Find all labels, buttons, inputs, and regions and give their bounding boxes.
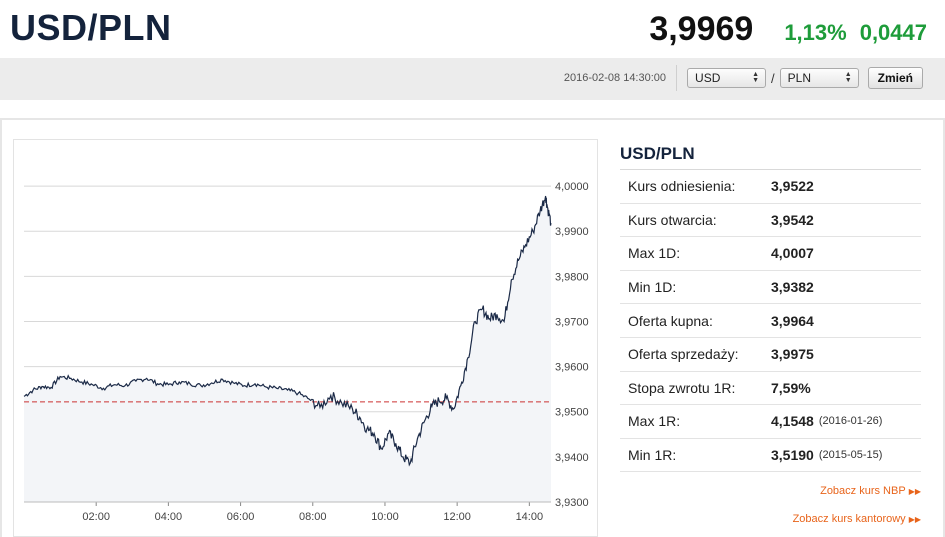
stats-row: Max 1D: 4,0007 [620,237,921,271]
stats-label: Max 1R: [628,413,681,430]
stats-row: Kurs otwarcia: 3,9542 [620,204,921,238]
select-arrows-icon: ▲ ▼ [844,71,852,84]
y-tick-label: 4,0000 [555,181,589,193]
chart-svg: 4,0000 3,9900 3,9800 3,9700 3,9600 3,9500 3,94… [23,150,589,523]
base-currency-select[interactable]: USD ▲ ▼ [687,68,767,88]
stats-value: 3,5190 [771,447,814,464]
change-pair-button[interactable]: Zmień [867,67,923,89]
stats-label: Oferta sprzedaży: [628,346,739,363]
stats-row: Oferta sprzedaży: 3,9975 [620,338,921,372]
price-area [24,196,551,502]
stats-date: (2015-05-15) [818,449,883,462]
stats-label: Stopa zwrotu 1R: [628,379,736,396]
stats-value: 4,0007 [771,245,814,262]
nbp-rate-link[interactable]: Zobacz kurs NBP ▶▶ [820,485,921,497]
stats-value: 3,9964 [771,312,814,329]
stats-row: Max 1R: 4,1548 (2016-01-26) [620,405,921,439]
double-arrow-icon: ▶▶ [908,487,921,496]
stats-row: Stopa zwrotu 1R: 7,59% [620,372,921,406]
quote-header: USD/PLN 3,9969 1,13% 0,0447 [0,0,945,58]
y-tick-label: 3,9700 [555,316,589,328]
double-arrow-icon: ▶▶ [908,515,921,524]
stats-row: Oferta kupna: 3,9964 [620,304,921,338]
stats-label: Min 1R: [628,447,677,464]
stats-panel: USD/PLN Kurs odniesienia: 3,9522 Kurs otwa… [620,140,921,473]
base-currency-value: USD [695,71,721,85]
y-tick-label: 3,9300 [555,497,589,509]
stats-value: 3,9542 [771,211,814,228]
change-percent: 1,13% [784,20,847,45]
quote-currency-value: PLN [787,71,811,85]
exchange-office-rate-link-label: Zobacz kurs kantorowy [792,513,906,525]
stats-value: 7,59% [771,379,811,396]
stats-label: Oferta kupna: [628,312,713,329]
intraday-chart: 4,0000 3,9900 3,9800 3,9700 3,9600 3,9500 3,94… [13,139,598,537]
nbp-rate-link-label: Zobacz kurs NBP [820,485,906,497]
stats-label: Max 1D: [628,245,681,262]
pair-controls: 2016-02-08 14:30:00 USD ▲ ▼ / PLN ▲ ▼ Zmie… [563,65,923,91]
select-arrows-icon: ▲ ▼ [752,71,760,84]
y-tick-label: 3,9900 [555,226,589,238]
y-tick-label: 3,9600 [555,362,589,374]
x-tick-label: 14:00 [516,511,544,523]
change-absolute: 0,0447 [859,20,927,45]
stats-table: Kurs odniesienia: 3,9522 Kurs otwarcia: 3,9… [620,170,921,473]
x-tick-label: 02:00 [82,511,110,523]
stats-label: Min 1D: [628,279,677,296]
stats-value: 4,1548 [771,413,814,430]
x-tick-label: 06:00 [227,511,255,523]
x-tick-label: 08:00 [299,511,327,523]
stats-date: (2016-01-26) [818,415,883,428]
stats-row: Kurs odniesienia: 3,9522 [620,170,921,204]
pair-title: USD/PLN [10,7,172,48]
stats-label: Kurs odniesienia: [628,178,736,195]
y-tick-label: 3,9800 [555,271,589,283]
stats-value: 3,9382 [771,279,814,296]
y-tick-label: 3,9400 [555,452,589,464]
divider [676,65,678,91]
stats-value: 3,9975 [771,346,814,363]
stats-title: USD/PLN [620,140,921,170]
pair-separator: / [771,70,775,86]
quote-header-band: USD/PLN 3,9969 1,13% 0,0447 2016-02-08 1… [0,0,945,100]
price-line [23,195,552,467]
x-tick-label: 12:00 [443,511,471,523]
stats-row: Min 1R: 3,5190 (2015-05-15) [620,439,921,473]
x-tick-label: 04:00 [155,511,183,523]
stats-value: 3,9522 [771,178,814,195]
quote-timestamp: 2016-02-08 14:30:00 [563,72,667,84]
stats-row: Min 1D: 3,9382 [620,271,921,305]
y-tick-label: 3,9500 [555,407,589,419]
price-box: 3,9969 1,13% 0,0447 [649,10,927,49]
x-tick-label: 10:00 [371,511,399,523]
current-price: 3,9969 [649,10,754,48]
exchange-office-rate-link[interactable]: Zobacz kurs kantorowy ▶▶ [793,513,921,525]
quote-currency-select[interactable]: PLN ▲ ▼ [779,68,859,88]
stats-label: Kurs otwarcia: [628,211,717,228]
